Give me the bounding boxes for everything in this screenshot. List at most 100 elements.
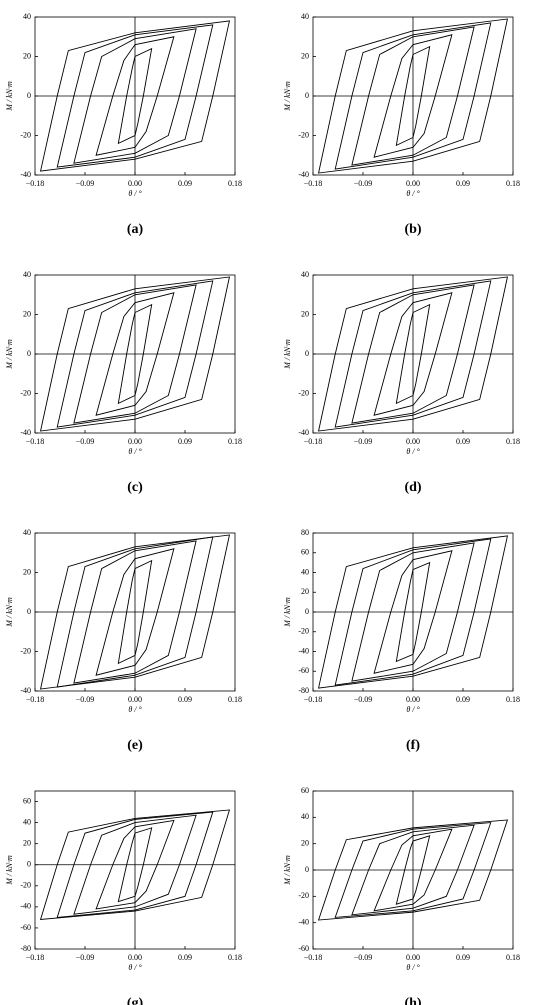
hysteresis-loop [334, 280, 492, 428]
x-tick-label: 0.00 [128, 953, 142, 962]
y-tick-label: -20 [298, 627, 309, 636]
y-tick-label: -80 [298, 686, 309, 695]
y-axis-label: M / kN·m [5, 339, 14, 370]
panel-caption: (e) [127, 738, 143, 753]
hysteresis-loop [317, 18, 509, 174]
x-tick-label: −0.09 [354, 695, 373, 704]
y-tick-label: 0 [27, 349, 31, 358]
y-tick-label: 20 [301, 838, 309, 847]
x-tick-label: 0.18 [228, 695, 242, 704]
y-tick-label: 20 [301, 51, 309, 60]
y-tick-label: 20 [301, 587, 309, 596]
x-tick-label: 0.09 [456, 953, 470, 962]
y-tick-label: 40 [23, 528, 31, 537]
hysteresis-loop [95, 819, 175, 910]
x-tick-label: 0.18 [228, 437, 242, 446]
hysteresis-loop [39, 276, 231, 432]
y-axis-label: M / kN·m [283, 81, 292, 112]
hysteresis-loop [117, 47, 153, 145]
x-axis-label: θ / ° [406, 447, 420, 456]
x-axis-label: θ / ° [406, 189, 420, 198]
x-tick-label: −0.18 [26, 953, 45, 962]
hysteresis-loop [373, 34, 453, 158]
y-tick-label: 60 [23, 796, 31, 805]
y-tick-label: 40 [301, 567, 309, 576]
x-tick-label: 0.18 [506, 437, 520, 446]
x-tick-label: 0.00 [128, 179, 142, 188]
x-tick-label: 0.00 [406, 695, 420, 704]
x-axis-label: θ / ° [406, 705, 420, 714]
hysteresis-loop [39, 534, 231, 690]
x-tick-label: −0.09 [76, 437, 95, 446]
x-tick-label: 0.18 [506, 953, 520, 962]
x-tick-label: 0.00 [128, 695, 142, 704]
y-tick-label: -20 [20, 881, 31, 890]
y-tick-label: 0 [27, 91, 31, 100]
hysteresis-loop [95, 548, 175, 676]
hysteresis-loop [95, 292, 175, 416]
y-tick-label: 40 [23, 12, 31, 21]
hysteresis-loop [334, 22, 492, 170]
hysteresis-loop [117, 559, 153, 665]
y-tick-label: -60 [298, 666, 309, 675]
x-tick-label: 0.18 [506, 695, 520, 704]
x-tick-label: 0.00 [406, 953, 420, 962]
x-tick-label: −0.09 [354, 179, 373, 188]
x-tick-label: −0.09 [76, 695, 95, 704]
hysteresis-loop [73, 28, 197, 164]
y-tick-label: -40 [20, 686, 31, 695]
x-tick-label: 0.09 [178, 437, 192, 446]
y-tick-label: 20 [23, 51, 31, 60]
y-tick-label: -20 [20, 646, 31, 655]
y-tick-label: -40 [20, 428, 31, 437]
y-tick-label: -40 [298, 646, 309, 655]
x-tick-label: 0.00 [406, 437, 420, 446]
x-tick-label: −0.18 [26, 179, 45, 188]
y-tick-label: -20 [298, 891, 309, 900]
hysteresis-loop [117, 303, 153, 405]
y-tick-label: -40 [20, 902, 31, 911]
hysteresis-loop [317, 819, 509, 921]
hysteresis-loop [351, 542, 475, 682]
y-tick-label: 20 [23, 309, 31, 318]
y-tick-label: -20 [20, 130, 31, 139]
hysteresis-loop [351, 26, 475, 166]
y-tick-label: -60 [298, 944, 309, 953]
panel-caption: (a) [127, 222, 144, 237]
y-tick-label: -40 [298, 170, 309, 179]
hysteresis-loop [351, 284, 475, 424]
hysteresis-loop [56, 280, 214, 428]
hysteresis-loop [56, 24, 214, 168]
panel-caption: (b) [404, 222, 421, 237]
hysteresis-loop [73, 814, 197, 915]
x-axis-label: θ / ° [406, 963, 420, 972]
hysteresis-loop [334, 822, 492, 918]
panel-caption: (f) [406, 738, 420, 753]
x-tick-label: 0.09 [456, 437, 470, 446]
y-tick-label: -40 [20, 170, 31, 179]
x-tick-label: 0.09 [178, 695, 192, 704]
y-tick-label: 20 [23, 838, 31, 847]
hysteresis-loop [39, 20, 231, 172]
hysteresis-loop [373, 550, 453, 674]
x-tick-label: 0.09 [178, 179, 192, 188]
hysteresis-loop [395, 303, 431, 405]
x-tick-label: −0.09 [354, 953, 373, 962]
y-tick-label: -40 [298, 917, 309, 926]
x-axis-label: θ / ° [128, 447, 142, 456]
x-tick-label: −0.18 [26, 695, 45, 704]
y-tick-label: 80 [301, 528, 309, 537]
y-axis-label: M / kN·m [5, 81, 14, 112]
y-axis-label: M / kN·m [283, 855, 292, 886]
y-tick-label: 0 [27, 607, 31, 616]
hysteresis-loop [395, 835, 431, 905]
panel-caption: (g) [127, 996, 144, 1005]
x-axis-label: θ / ° [128, 705, 142, 714]
x-tick-label: −0.18 [304, 695, 323, 704]
y-tick-label: 0 [305, 91, 309, 100]
y-tick-label: -20 [20, 388, 31, 397]
x-tick-label: 0.18 [228, 179, 242, 188]
y-tick-label: 60 [301, 548, 309, 557]
hysteresis-loop [117, 827, 153, 903]
